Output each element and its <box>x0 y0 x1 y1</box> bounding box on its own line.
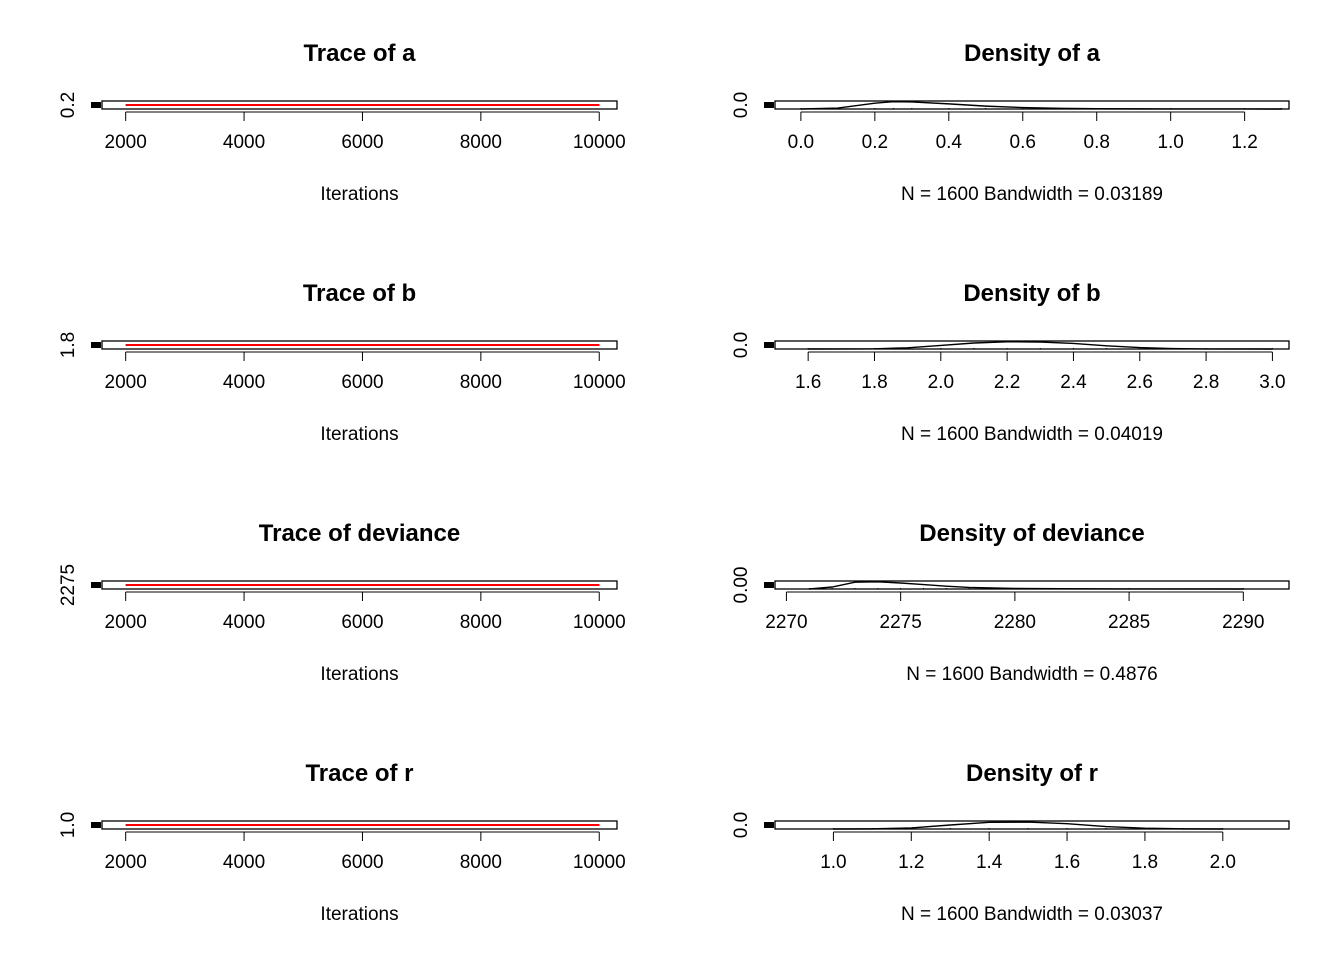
y-tick-label: 0.2 <box>58 92 79 118</box>
y-tick <box>764 342 774 348</box>
y-tick <box>764 102 774 108</box>
y-tick <box>764 822 774 828</box>
y-tick-label: 0.0 <box>731 92 752 118</box>
x-tick-label: 3.0 <box>1259 372 1285 393</box>
plot-box <box>774 820 1290 830</box>
x-tick-label: 1.0 <box>820 852 846 873</box>
x-tick-label: 0.2 <box>862 132 888 153</box>
x-axis-label: Iterations <box>320 184 398 205</box>
x-axis-label: N = 1600 Bandwidth = 0.4876 <box>906 664 1157 685</box>
panel-title: Density of deviance <box>919 520 1144 547</box>
y-tick-label: 0.0 <box>731 332 752 358</box>
x-tick-label: 1.4 <box>976 852 1003 873</box>
y-tick <box>91 822 101 828</box>
x-tick-label: 8000 <box>460 852 502 873</box>
y-tick-label: 1.0 <box>58 812 79 838</box>
x-tick-label: 2.0 <box>928 372 954 393</box>
x-tick-label: 0.0 <box>788 132 814 153</box>
x-tick-label: 1.2 <box>1231 132 1257 153</box>
x-tick-label: 2.4 <box>1060 372 1087 393</box>
panel-title: Trace of r <box>305 760 413 787</box>
x-axis-label: N = 1600 Bandwidth = 0.03189 <box>901 184 1163 205</box>
panel-title: Density of r <box>966 760 1098 787</box>
x-tick-label: 6000 <box>341 852 383 873</box>
x-tick-label: 2275 <box>880 612 922 633</box>
x-axis-label: Iterations <box>320 664 398 685</box>
panel-5: Trace of deviance 2000 4000 6000 8000 10000 It… <box>58 520 626 685</box>
x-tick-label: 2.6 <box>1127 372 1153 393</box>
x-tick-label: 10000 <box>573 372 626 393</box>
x-tick-label: 2280 <box>994 612 1036 633</box>
x-tick-label: 2.8 <box>1193 372 1219 393</box>
x-tick-label: 2000 <box>105 372 147 393</box>
x-tick-label: 1.0 <box>1157 132 1183 153</box>
y-tick-label: 0.0 <box>731 812 752 838</box>
panel-3: Trace of b 2000 4000 6000 8000 10000 Iteration… <box>58 280 626 445</box>
panel-2: Density of a 0.0 0.2 0.4 0.6 0.8 1.0 1.2 N = 160… <box>731 40 1290 205</box>
y-tick <box>91 342 101 348</box>
x-tick-label: 2000 <box>105 132 147 153</box>
x-tick-label: 1.8 <box>1132 852 1158 873</box>
x-tick-label: 8000 <box>460 132 502 153</box>
panel-title: Trace of b <box>303 280 416 307</box>
y-tick <box>91 102 101 108</box>
y-tick <box>764 582 774 588</box>
density-curve <box>833 821 1223 830</box>
panel-1: Trace of a 2000 4000 6000 8000 10000 Iteration… <box>58 40 626 205</box>
x-tick-label: 2000 <box>105 612 147 633</box>
x-tick-label: 10000 <box>573 132 626 153</box>
panel-title: Density of b <box>963 280 1100 307</box>
panel-title: Trace of a <box>303 40 416 67</box>
x-tick-label: 4000 <box>223 372 265 393</box>
x-tick-label: 0.8 <box>1084 132 1110 153</box>
x-tick-label: 4000 <box>223 612 265 633</box>
x-tick-label: 2000 <box>105 852 147 873</box>
x-tick-label: 6000 <box>341 372 383 393</box>
x-axis-label: Iterations <box>320 424 398 445</box>
x-tick-label: 10000 <box>573 612 626 633</box>
x-tick-label: 4000 <box>223 132 265 153</box>
x-axis-label: Iterations <box>320 904 398 925</box>
x-tick-label: 10000 <box>573 852 626 873</box>
x-tick-label: 1.6 <box>795 372 821 393</box>
x-tick-label: 2285 <box>1108 612 1150 633</box>
x-tick-label: 8000 <box>460 612 502 633</box>
plot-box <box>774 100 1290 110</box>
x-axis-label: N = 1600 Bandwidth = 0.03037 <box>901 904 1163 925</box>
x-tick-label: 0.6 <box>1010 132 1036 153</box>
x-axis-label: N = 1600 Bandwidth = 0.04019 <box>901 424 1163 445</box>
y-tick <box>91 582 101 588</box>
y-tick-label: 2275 <box>58 564 79 606</box>
panel-title: Density of a <box>964 40 1101 67</box>
x-tick-label: 8000 <box>460 372 502 393</box>
panel-7: Trace of r 2000 4000 6000 8000 10000 Iteration… <box>58 760 626 925</box>
x-tick-label: 1.8 <box>861 372 887 393</box>
x-tick-label: 2.2 <box>994 372 1020 393</box>
density-curve <box>809 581 1244 590</box>
y-tick-label: 1.8 <box>58 332 79 358</box>
x-tick-label: 6000 <box>341 612 383 633</box>
panel-title: Trace of deviance <box>259 520 460 547</box>
x-tick-label: 1.6 <box>1054 852 1080 873</box>
panel-6: Density of deviance 2270 2275 2280 2285 2290 N… <box>731 520 1290 685</box>
panel-4: Density of b 1.6 1.8 2.0 2.2 2.4 2.6 2.8 3.0 N = … <box>731 280 1290 445</box>
x-tick-label: 2.0 <box>1210 852 1236 873</box>
x-tick-label: 0.4 <box>936 132 963 153</box>
y-tick-label: 0.00 <box>731 567 752 604</box>
x-tick-label: 2290 <box>1222 612 1264 633</box>
panel-8: Density of r 1.0 1.2 1.4 1.6 1.8 2.0 N = 1600 B… <box>731 760 1290 925</box>
x-tick-label: 6000 <box>341 132 383 153</box>
plot-box <box>774 340 1290 350</box>
x-tick-label: 2270 <box>765 612 807 633</box>
x-tick-label: 1.2 <box>898 852 924 873</box>
x-tick-label: 4000 <box>223 852 265 873</box>
